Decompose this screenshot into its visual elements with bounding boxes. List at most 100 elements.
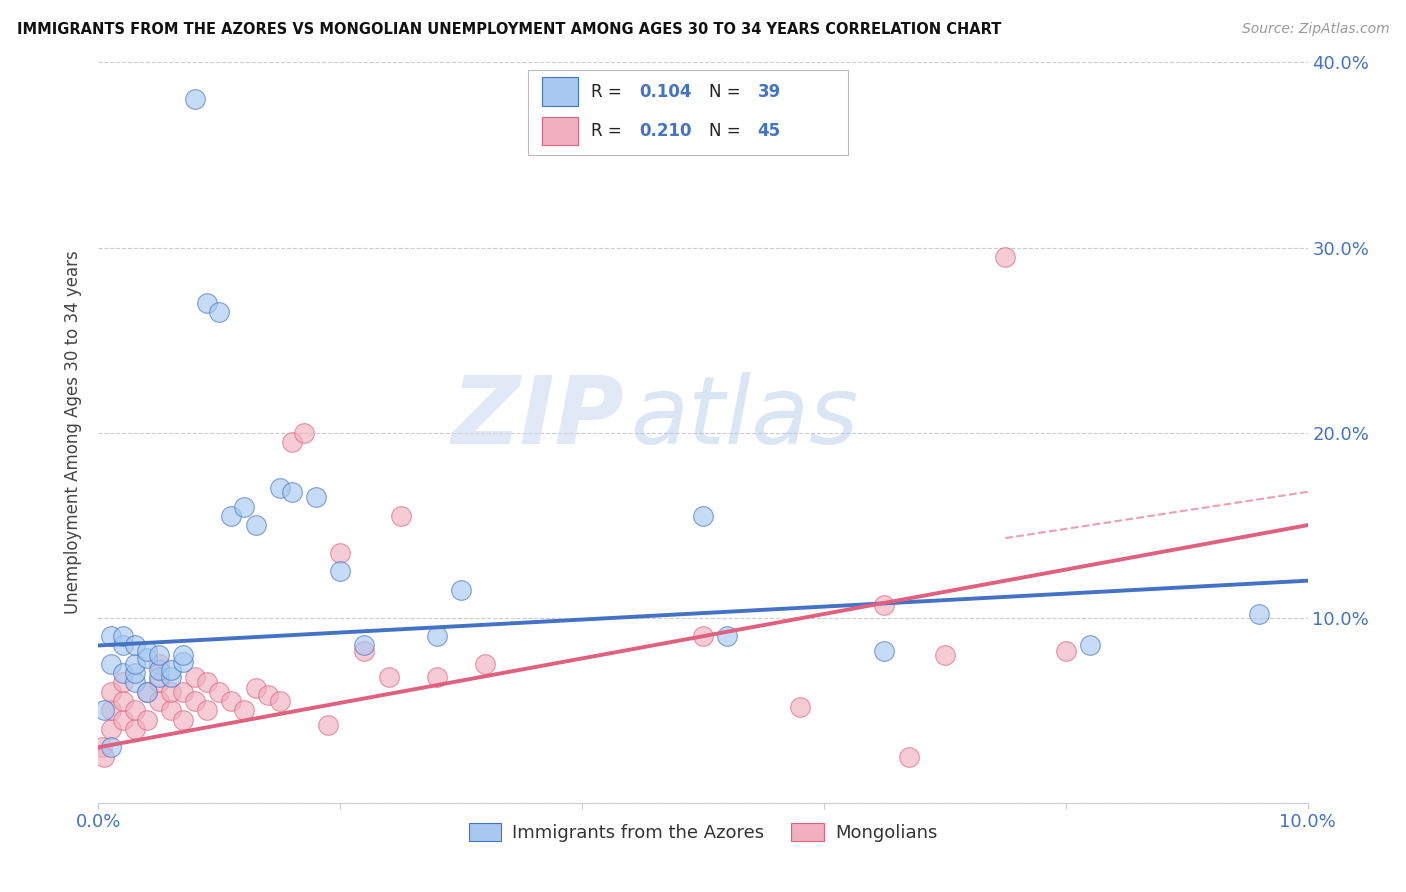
Point	[994, 250, 1017, 264]
Point	[897, 749, 920, 764]
Text: R =: R =	[591, 83, 627, 101]
Point	[353, 644, 375, 658]
Point	[245, 681, 267, 695]
Legend: Immigrants from the Azores, Mongolians: Immigrants from the Azores, Mongolians	[461, 815, 945, 849]
Point	[269, 481, 291, 495]
Point	[135, 651, 157, 665]
Point	[1249, 607, 1271, 621]
Point	[184, 670, 207, 684]
Text: ZIP: ZIP	[451, 372, 624, 464]
Point	[389, 508, 412, 523]
FancyBboxPatch shape	[527, 70, 848, 155]
Point	[692, 508, 714, 523]
Point	[329, 565, 352, 579]
Point	[305, 491, 328, 505]
Point	[135, 644, 157, 658]
Point	[195, 675, 218, 690]
Point	[208, 305, 231, 319]
Point	[100, 740, 122, 755]
Text: Source: ZipAtlas.com: Source: ZipAtlas.com	[1241, 22, 1389, 37]
Point	[716, 629, 738, 643]
Point	[269, 694, 291, 708]
Point	[208, 685, 231, 699]
Point	[172, 685, 194, 699]
Point	[100, 657, 122, 671]
Point	[426, 629, 449, 643]
Point	[934, 648, 956, 662]
Point	[292, 425, 315, 440]
Point	[124, 675, 146, 690]
Point	[93, 703, 115, 717]
Text: atlas: atlas	[630, 372, 859, 463]
Point	[148, 670, 170, 684]
Point	[160, 670, 183, 684]
Point	[135, 713, 157, 727]
Point	[195, 296, 218, 310]
Point	[148, 657, 170, 671]
Point	[111, 639, 134, 653]
Point	[184, 92, 207, 106]
Point	[474, 657, 496, 671]
Text: R =: R =	[591, 121, 627, 140]
Point	[100, 722, 122, 736]
Text: N =: N =	[709, 121, 747, 140]
Point	[111, 694, 134, 708]
Point	[124, 657, 146, 671]
Text: 0.104: 0.104	[638, 83, 692, 101]
Bar	[543, 117, 578, 145]
Text: 45: 45	[758, 121, 780, 140]
Text: 0.210: 0.210	[638, 121, 692, 140]
Point	[450, 582, 472, 597]
Point	[100, 685, 122, 699]
Point	[148, 694, 170, 708]
Y-axis label: Unemployment Among Ages 30 to 34 years: Unemployment Among Ages 30 to 34 years	[65, 251, 83, 615]
Point	[1078, 639, 1101, 653]
Point	[91, 740, 114, 755]
Point	[232, 500, 254, 514]
Point	[111, 675, 134, 690]
Point	[692, 629, 714, 643]
Point	[221, 694, 243, 708]
Point	[100, 629, 122, 643]
Point	[426, 670, 449, 684]
Point	[135, 685, 157, 699]
Text: N =: N =	[709, 83, 747, 101]
Point	[353, 639, 375, 653]
Bar	[543, 78, 578, 105]
Point	[316, 718, 339, 732]
Point	[160, 703, 183, 717]
Point	[160, 685, 183, 699]
Point	[221, 508, 243, 523]
Point	[172, 713, 194, 727]
Text: 39: 39	[758, 83, 780, 101]
Text: IMMIGRANTS FROM THE AZORES VS MONGOLIAN UNEMPLOYMENT AMONG AGES 30 TO 34 YEARS C: IMMIGRANTS FROM THE AZORES VS MONGOLIAN …	[17, 22, 1001, 37]
Point	[789, 699, 811, 714]
Point	[232, 703, 254, 717]
Point	[873, 644, 896, 658]
Point	[281, 484, 304, 499]
Point	[160, 663, 183, 677]
Point	[329, 546, 352, 560]
Point	[124, 722, 146, 736]
Point	[148, 675, 170, 690]
Point	[135, 685, 157, 699]
Point	[256, 689, 278, 703]
Point	[124, 639, 146, 653]
Point	[172, 648, 194, 662]
Point	[873, 598, 896, 612]
Point	[111, 629, 134, 643]
Point	[111, 713, 134, 727]
Point	[245, 518, 267, 533]
Point	[100, 703, 122, 717]
Point	[111, 666, 134, 681]
Point	[195, 703, 218, 717]
Point	[1054, 644, 1077, 658]
Point	[377, 670, 399, 684]
Point	[124, 666, 146, 681]
Point	[148, 663, 170, 677]
Point	[148, 648, 170, 662]
Point	[184, 694, 207, 708]
Point	[281, 434, 304, 449]
Point	[124, 703, 146, 717]
Point	[172, 655, 194, 669]
